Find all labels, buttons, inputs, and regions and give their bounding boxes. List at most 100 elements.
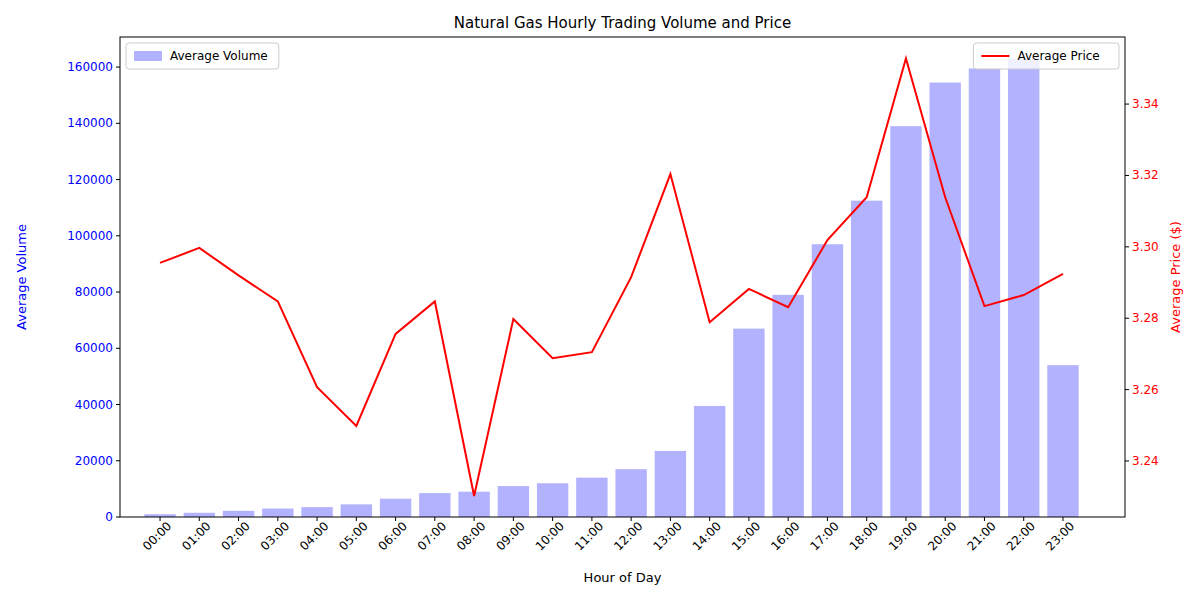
- bar: [1008, 59, 1039, 517]
- y2-tick: [1125, 246, 1129, 247]
- y2-tick: [1125, 175, 1129, 176]
- y2-tick-label: 3.30: [1132, 240, 1159, 254]
- legend-label: Average Price: [1017, 49, 1099, 63]
- bar: [655, 451, 686, 517]
- bar: [812, 244, 843, 517]
- x-tick: [905, 517, 906, 521]
- bar: [694, 406, 725, 517]
- x-tick: [748, 517, 749, 521]
- x-tick: [866, 517, 867, 521]
- legend-label: Average Volume: [170, 49, 268, 63]
- x-tick: [670, 517, 671, 521]
- y2-tick-label: 3.32: [1132, 168, 1159, 182]
- x-tick: [160, 517, 161, 521]
- bar: [223, 511, 254, 517]
- x-tick-label: 18:00: [847, 519, 881, 553]
- x-tick: [434, 517, 435, 521]
- bar: [1047, 365, 1078, 517]
- x-tick-label: 08:00: [454, 519, 488, 553]
- y-tick-label: 80000: [75, 285, 113, 299]
- x-tick-label: 03:00: [258, 519, 292, 553]
- y-tick-label: 100000: [67, 229, 113, 243]
- y2-tick-label: 3.34: [1132, 97, 1159, 111]
- x-tick: [199, 517, 200, 521]
- x-tick-label: 13:00: [650, 519, 684, 553]
- y-tick-label: 120000: [67, 173, 113, 187]
- y-tick: [116, 404, 120, 405]
- y-tick: [116, 460, 120, 461]
- y2-tick-label: 3.24: [1132, 454, 1159, 468]
- x-tick-label: 10:00: [533, 519, 567, 553]
- y-tick-label: 140000: [67, 116, 113, 130]
- y-tick: [116, 67, 120, 68]
- bar: [419, 493, 450, 517]
- x-tick: [945, 517, 946, 521]
- frame: [120, 37, 1125, 517]
- legend-box: [973, 43, 1119, 69]
- y-tick-label: 160000: [67, 60, 113, 74]
- bar: [929, 83, 960, 517]
- x-tick-label: 20:00: [925, 519, 959, 553]
- bar: [890, 126, 921, 517]
- x-tick-label: 05:00: [336, 519, 370, 553]
- y2-tick: [1125, 460, 1129, 461]
- bar: [772, 295, 803, 517]
- x-tick-label: 07:00: [415, 519, 449, 553]
- y2-axis-label: Average Price ($): [1168, 221, 1183, 333]
- bar: [301, 507, 332, 517]
- y-tick-label: 60000: [75, 341, 113, 355]
- bar: [262, 509, 293, 517]
- x-tick: [356, 517, 357, 521]
- bar: [184, 513, 215, 517]
- x-axis-label: Hour of Day: [584, 570, 662, 585]
- x-tick: [709, 517, 710, 521]
- bar: [498, 486, 529, 517]
- x-tick: [788, 517, 789, 521]
- x-tick-label: 19:00: [886, 519, 920, 553]
- x-tick: [238, 517, 239, 521]
- bar: [615, 469, 646, 517]
- x-tick-label: 23:00: [1043, 519, 1077, 553]
- legend-box: [126, 43, 279, 69]
- y-tick-label: 40000: [75, 398, 113, 412]
- x-tick: [474, 517, 475, 521]
- x-tick-label: 14:00: [690, 519, 724, 553]
- x-tick: [591, 517, 592, 521]
- plot-marks: [144, 58, 1078, 517]
- x-tick-label: 21:00: [964, 519, 998, 553]
- bar: [341, 504, 372, 517]
- x-tick-label: 09:00: [493, 519, 527, 553]
- y-tick: [116, 179, 120, 180]
- legend: Average Volume: [126, 43, 279, 69]
- y-tick: [116, 235, 120, 236]
- price-line: [160, 58, 1063, 496]
- bar: [576, 478, 607, 517]
- title: Natural Gas Hourly Trading Volume and Pr…: [454, 14, 791, 32]
- x-tick-label: 12:00: [611, 519, 645, 553]
- bar: [537, 483, 568, 517]
- x-tick-label: 15:00: [729, 519, 763, 553]
- x-tick-label: 00:00: [140, 519, 174, 553]
- y-tick-label: 20000: [75, 454, 113, 468]
- x-tick: [552, 517, 553, 521]
- bar: [851, 201, 882, 517]
- legend-swatch: [981, 55, 1009, 57]
- y-tick: [116, 348, 120, 349]
- bar: [733, 329, 764, 517]
- y-tick: [116, 292, 120, 293]
- bar: [380, 499, 411, 517]
- legend: Average Price: [973, 43, 1119, 69]
- background: [0, 0, 1200, 600]
- y-tick-label: 0: [105, 510, 113, 524]
- y-tick: [116, 123, 120, 124]
- legend-swatch: [134, 51, 162, 61]
- x-tick-label: 01:00: [179, 519, 213, 553]
- bar: [969, 68, 1000, 517]
- y2-tick-label: 3.26: [1132, 383, 1159, 397]
- x-tick-label: 22:00: [1004, 519, 1038, 553]
- x-tick-label: 11:00: [572, 519, 606, 553]
- x-tick: [317, 517, 318, 521]
- y-tick: [116, 517, 120, 518]
- y2-tick: [1125, 104, 1129, 105]
- x-tick-label: 06:00: [376, 519, 410, 553]
